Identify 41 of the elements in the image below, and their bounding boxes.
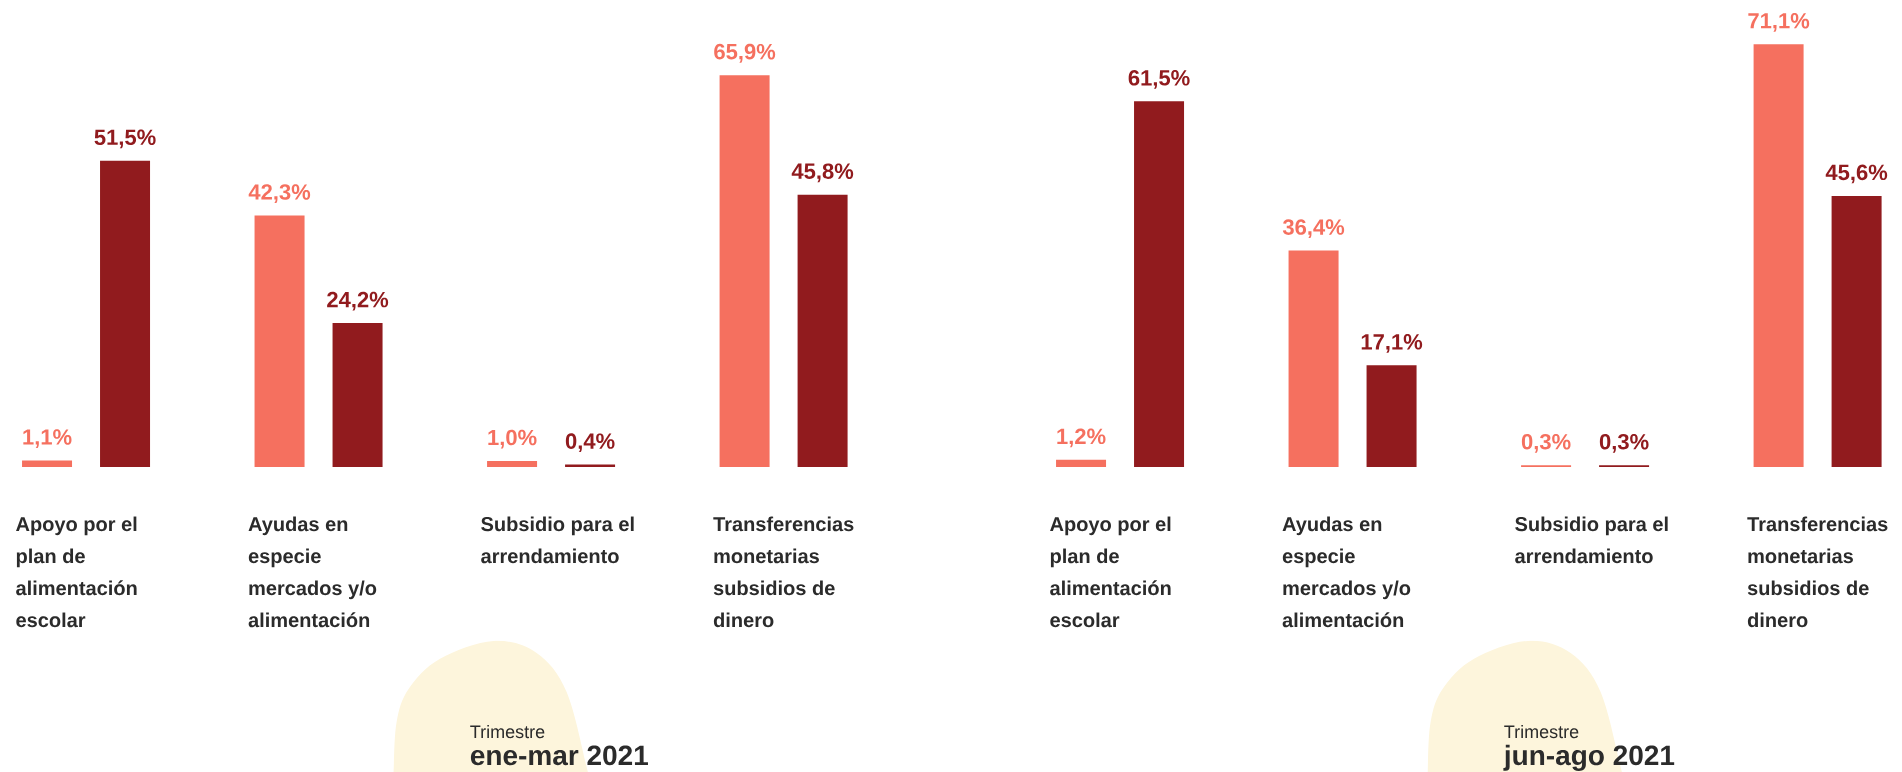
bar bbox=[1134, 101, 1185, 467]
data-label: 0,3% bbox=[1599, 433, 1649, 453]
data-label: 45,8% bbox=[791, 163, 854, 183]
x-tick-label: Ayudas en especie mercados y/o alimentación bbox=[1282, 516, 1411, 628]
text: Trimestre bbox=[470, 724, 545, 739]
data-label: 0,3% bbox=[1521, 433, 1571, 453]
x-tick-label: Transferencias monetarias subsidios de dinero bbox=[1747, 516, 1888, 628]
bar bbox=[1753, 44, 1804, 467]
data-label: 0,4% bbox=[565, 433, 615, 453]
data-label: 1,1% bbox=[23, 429, 72, 448]
bar bbox=[22, 460, 73, 467]
data-label: 24,2% bbox=[327, 291, 389, 311]
data-label: 1,2% bbox=[1057, 428, 1106, 448]
data-label: 36,4% bbox=[1282, 219, 1345, 239]
data-label: 17,1% bbox=[1361, 334, 1423, 353]
bar bbox=[1831, 195, 1882, 467]
x-tick-label: Apoyo por el plan de alimentación escolar bbox=[1050, 516, 1171, 628]
bar bbox=[1288, 250, 1339, 467]
bar bbox=[487, 461, 538, 467]
bar bbox=[1366, 365, 1417, 467]
x-tick-label: Ayudas en especie mercados y/o alimentación bbox=[248, 516, 377, 628]
x-tick-label: Subsidio para el arrendamiento bbox=[1515, 516, 1668, 564]
bar bbox=[254, 215, 305, 467]
data-label: 61,5% bbox=[1128, 70, 1190, 89]
data-label: 71,1% bbox=[1748, 13, 1810, 32]
bar bbox=[797, 194, 848, 467]
text: Trimestre bbox=[1504, 724, 1579, 739]
data-label: 1,0% bbox=[488, 429, 537, 449]
data-label: 51,5% bbox=[94, 129, 156, 149]
data-label: 45,6% bbox=[1825, 164, 1888, 184]
x-tick-label: Subsidio para el arrendamiento bbox=[481, 516, 634, 564]
x-tick-label: Apoyo por el plan de alimentación escolar bbox=[16, 516, 137, 628]
text: ene-mar 2021 bbox=[470, 745, 648, 766]
x-tick-label: Transferencias monetarias subsidios de dinero bbox=[713, 516, 854, 628]
bar bbox=[1056, 459, 1107, 467]
data-label: 65,9% bbox=[714, 43, 776, 63]
data-label: 42,3% bbox=[248, 184, 311, 203]
bar bbox=[332, 323, 383, 467]
bar bbox=[100, 160, 151, 467]
bar bbox=[719, 75, 770, 467]
text: jun-ago 2021 bbox=[1503, 744, 1675, 771]
